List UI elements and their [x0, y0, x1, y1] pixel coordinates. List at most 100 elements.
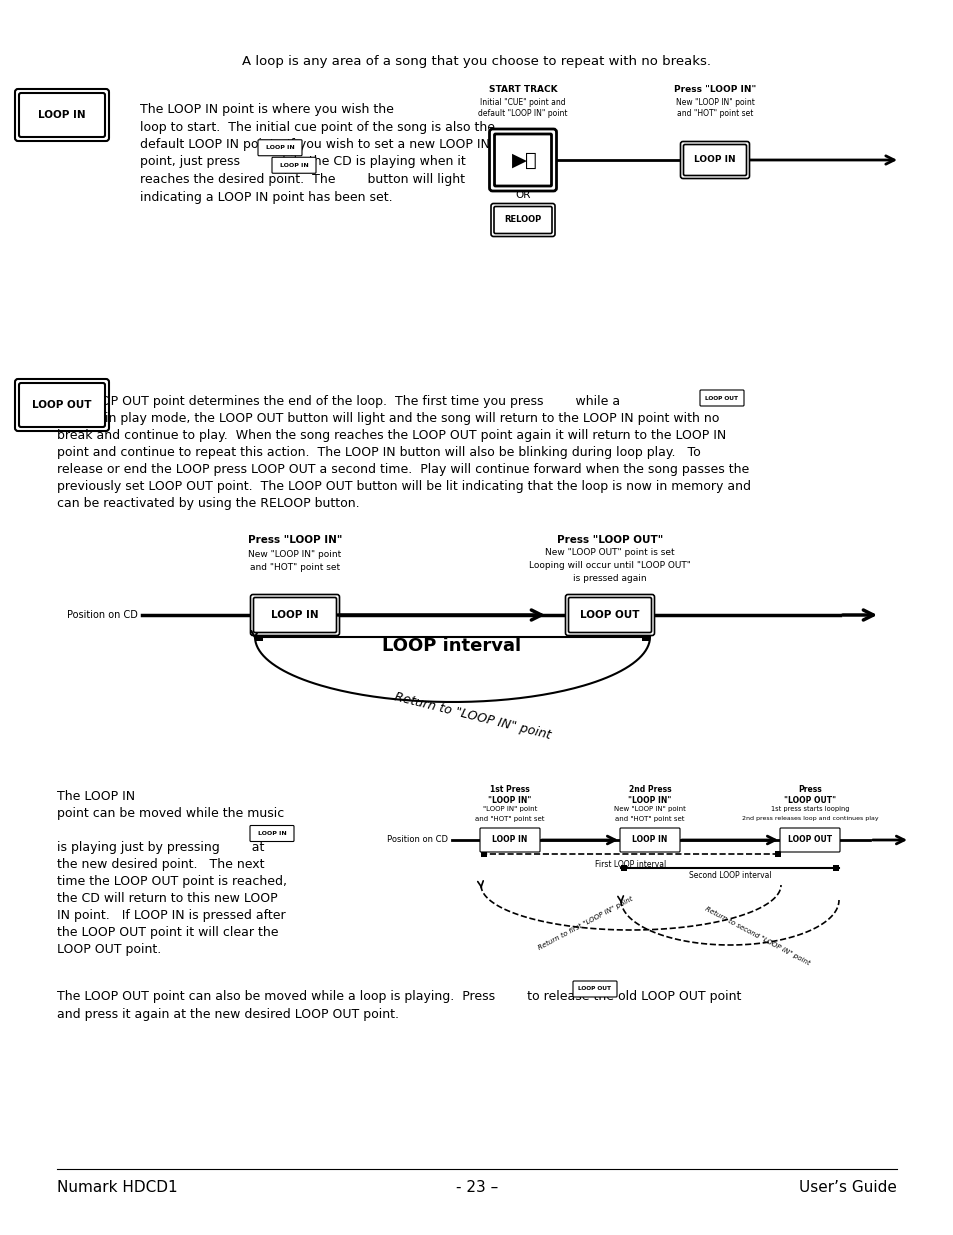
FancyBboxPatch shape [272, 157, 315, 173]
FancyBboxPatch shape [682, 144, 745, 175]
Text: ▶: ▶ [511, 151, 526, 169]
FancyBboxPatch shape [253, 598, 336, 632]
Polygon shape [774, 851, 781, 857]
FancyBboxPatch shape [479, 827, 539, 852]
Text: LOOP IN: LOOP IN [265, 146, 294, 151]
FancyBboxPatch shape [565, 594, 654, 636]
Text: the LOOP OUT point it will clear the: the LOOP OUT point it will clear the [57, 926, 278, 939]
FancyBboxPatch shape [251, 594, 339, 636]
Text: User’s Guide: User’s Guide [799, 1179, 896, 1194]
Text: The LOOP OUT point determines the end of the loop.  The first time you press    : The LOOP OUT point determines the end of… [57, 395, 619, 408]
Text: LOOP IN: LOOP IN [38, 110, 86, 120]
Text: LOOP OUT: LOOP OUT [32, 400, 91, 410]
Text: Press "LOOP OUT": Press "LOOP OUT" [557, 535, 662, 545]
Text: LOOP interval: LOOP interval [382, 637, 521, 655]
FancyBboxPatch shape [15, 379, 109, 431]
FancyBboxPatch shape [780, 827, 840, 852]
Text: 1st Press: 1st Press [490, 785, 529, 794]
Text: LOOP OUT point.: LOOP OUT point. [57, 944, 161, 956]
Text: New "LOOP IN" point: New "LOOP IN" point [614, 806, 685, 811]
Text: 2nd press releases loop and continues play: 2nd press releases loop and continues pl… [740, 816, 878, 821]
Text: default "LOOP IN" point: default "LOOP IN" point [477, 109, 567, 119]
Text: Numark HDCD1: Numark HDCD1 [57, 1179, 177, 1194]
FancyBboxPatch shape [619, 827, 679, 852]
Text: loop to start.  The initial cue point of the song is also the: loop to start. The initial cue point of … [140, 121, 495, 133]
Text: OR: OR [515, 190, 530, 200]
Text: START TRACK: START TRACK [488, 85, 557, 94]
FancyBboxPatch shape [491, 204, 555, 236]
Text: "LOOP IN" point: "LOOP IN" point [482, 806, 537, 811]
Text: Press "LOOP IN": Press "LOOP IN" [673, 85, 756, 94]
Text: LOOP IN: LOOP IN [279, 163, 308, 168]
Text: LOOP IN: LOOP IN [271, 610, 318, 620]
Text: point and continue to repeat this action.  The LOOP IN button will also be blink: point and continue to repeat this action… [57, 446, 700, 459]
Polygon shape [641, 634, 649, 641]
FancyBboxPatch shape [489, 128, 556, 191]
Text: LOOP IN: LOOP IN [632, 836, 667, 845]
Text: First LOOP interval: First LOOP interval [595, 860, 666, 869]
Polygon shape [620, 864, 626, 871]
Polygon shape [254, 634, 263, 641]
FancyBboxPatch shape [250, 825, 294, 841]
Polygon shape [832, 864, 838, 871]
Text: The LOOP IN point is where you wish the: The LOOP IN point is where you wish the [140, 103, 394, 116]
Text: 1st press starts looping: 1st press starts looping [770, 806, 848, 811]
Text: and "HOT" point set: and "HOT" point set [475, 816, 544, 823]
Text: indicating a LOOP IN point has been set.: indicating a LOOP IN point has been set. [140, 190, 393, 204]
Text: LOOP OUT: LOOP OUT [579, 610, 639, 620]
Text: ⏸: ⏸ [524, 151, 537, 169]
Text: break and continue to play.  When the song reaches the LOOP OUT point again it w: break and continue to play. When the son… [57, 429, 725, 442]
Text: Looping will occur until "LOOP OUT": Looping will occur until "LOOP OUT" [529, 561, 690, 571]
Text: reaches the desired point.  The        button will light: reaches the desired point. The button wi… [140, 173, 464, 186]
Text: "LOOP IN": "LOOP IN" [628, 797, 671, 805]
Text: Press "LOOP IN": Press "LOOP IN" [248, 535, 342, 545]
FancyBboxPatch shape [257, 140, 302, 156]
Text: IN point.   If LOOP IN is pressed after: IN point. If LOOP IN is pressed after [57, 909, 285, 923]
Text: song is in play mode, the LOOP OUT button will light and the song will return to: song is in play mode, the LOOP OUT butto… [57, 412, 719, 425]
Text: 2nd Press: 2nd Press [628, 785, 671, 794]
FancyBboxPatch shape [494, 135, 551, 186]
Polygon shape [480, 851, 486, 857]
Text: Return to "LOOP IN" point: Return to "LOOP IN" point [393, 690, 552, 742]
Text: Position on CD: Position on CD [387, 836, 448, 845]
Text: and "HOT" point set: and "HOT" point set [615, 816, 684, 823]
Text: RELOOP: RELOOP [504, 215, 541, 225]
Text: "LOOP IN": "LOOP IN" [488, 797, 531, 805]
FancyBboxPatch shape [573, 981, 617, 997]
Text: can be reactivated by using the RELOOP button.: can be reactivated by using the RELOOP b… [57, 496, 359, 510]
Text: previously set LOOP OUT point.  The LOOP OUT button will be lit indicating that : previously set LOOP OUT point. The LOOP … [57, 480, 750, 493]
Text: LOOP IN: LOOP IN [694, 156, 735, 164]
Text: and press it again at the new desired LOOP OUT point.: and press it again at the new desired LO… [57, 1008, 398, 1021]
Text: LOOP IN: LOOP IN [492, 836, 527, 845]
Text: and "HOT" point set: and "HOT" point set [676, 109, 753, 119]
FancyBboxPatch shape [15, 89, 109, 141]
FancyBboxPatch shape [494, 206, 552, 233]
Text: LOOP OUT: LOOP OUT [787, 836, 831, 845]
FancyBboxPatch shape [568, 598, 651, 632]
Text: Return to second "LOOP IN" point: Return to second "LOOP IN" point [703, 905, 810, 966]
Text: and "HOT" point set: and "HOT" point set [250, 563, 339, 572]
Text: New "LOOP IN" point: New "LOOP IN" point [248, 550, 341, 559]
FancyBboxPatch shape [19, 93, 105, 137]
Text: point, just press        while the CD is playing when it: point, just press while the CD is playin… [140, 156, 465, 168]
Text: Press: Press [798, 785, 821, 794]
Text: New "LOOP IN" point: New "LOOP IN" point [675, 98, 754, 107]
Text: time the LOOP OUT point is reached,: time the LOOP OUT point is reached, [57, 876, 287, 888]
Text: - 23 –: - 23 – [456, 1179, 497, 1194]
FancyBboxPatch shape [679, 142, 749, 179]
Text: The LOOP IN: The LOOP IN [57, 790, 135, 803]
Text: LOOP OUT: LOOP OUT [578, 987, 611, 992]
Text: Return to first "LOOP IN" point: Return to first "LOOP IN" point [537, 895, 634, 951]
Text: Position on CD: Position on CD [67, 610, 138, 620]
Text: Second LOOP interval: Second LOOP interval [688, 871, 771, 881]
Text: is playing just by pressing        at: is playing just by pressing at [57, 841, 264, 853]
Text: New "LOOP OUT" point is set: New "LOOP OUT" point is set [544, 548, 674, 557]
Text: A loop is any area of a song that you choose to repeat with no breaks.: A loop is any area of a song that you ch… [242, 56, 711, 68]
Text: LOOP IN: LOOP IN [257, 831, 286, 836]
Text: default LOOP IN point.  If you wish to set a new LOOP IN: default LOOP IN point. If you wish to se… [140, 138, 489, 151]
FancyBboxPatch shape [700, 390, 743, 406]
Text: the new desired point.   The next: the new desired point. The next [57, 858, 264, 871]
FancyBboxPatch shape [19, 383, 105, 427]
Text: point can be moved while the music: point can be moved while the music [57, 806, 284, 820]
Text: The LOOP OUT point can also be moved while a loop is playing.  Press        to r: The LOOP OUT point can also be moved whi… [57, 990, 740, 1003]
